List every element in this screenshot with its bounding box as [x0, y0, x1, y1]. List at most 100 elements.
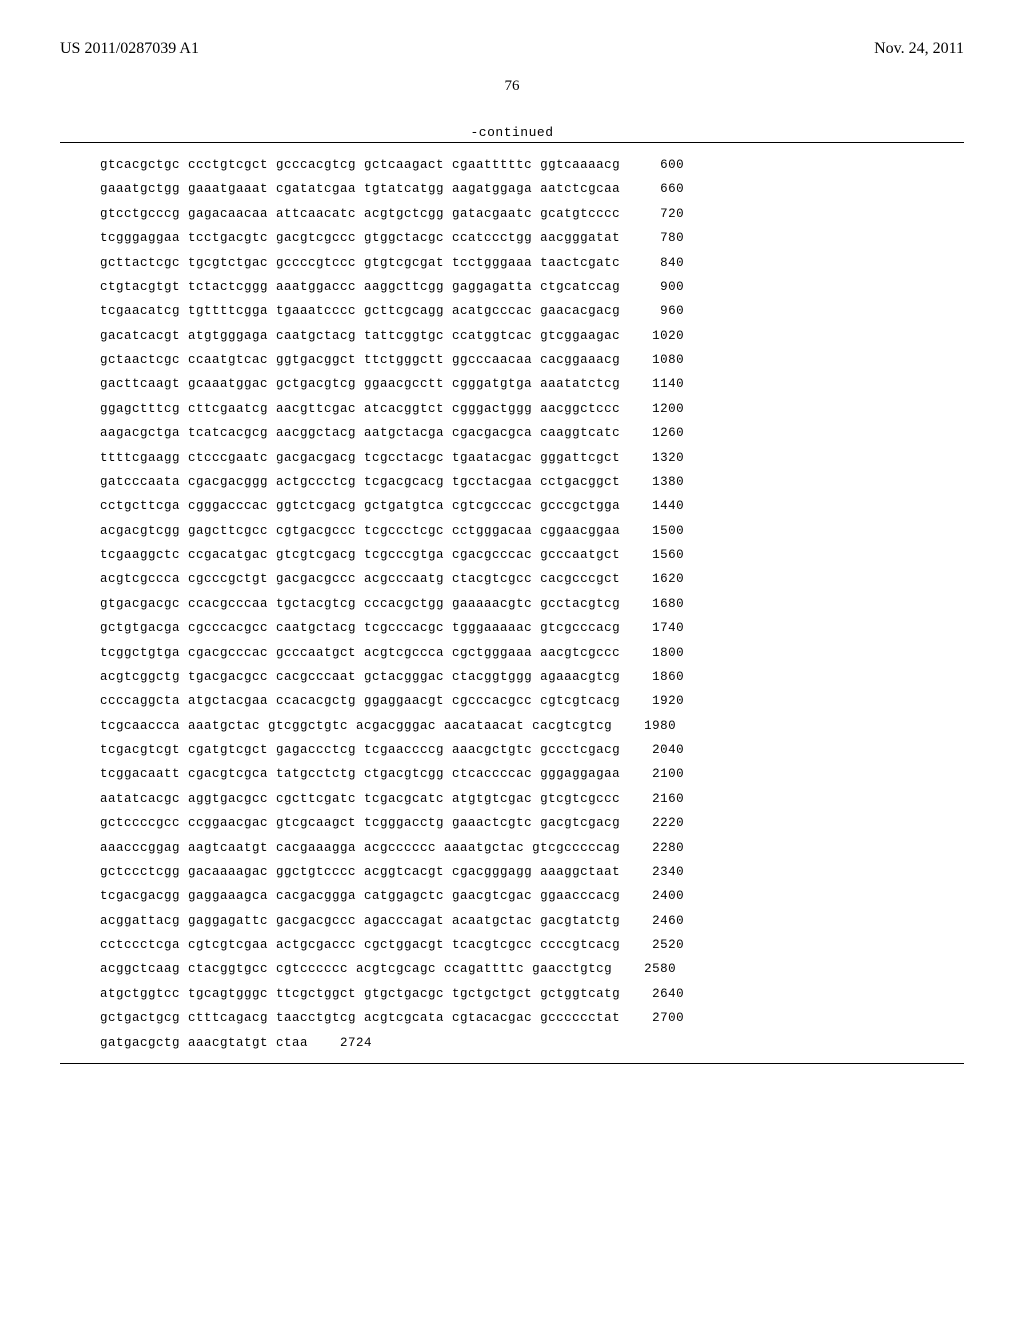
sequence-row: gatgacgctg aaacgtatgt ctaa 2724	[100, 1031, 964, 1055]
sequence-position: 660	[638, 177, 684, 201]
sequence-row: gtgacgacgc ccacgcccaa tgctacgtcg cccacgc…	[100, 592, 964, 616]
sequence-position: 2340	[638, 860, 684, 884]
sequence-rule-top	[60, 142, 964, 143]
sequence-row: gctccctcgg gacaaaagac ggctgtcccc acggtca…	[100, 860, 964, 884]
sequence-text: acgacgtcgg gagcttcgcc cgtgacgccc tcgccct…	[100, 519, 620, 543]
publication-date: Nov. 24, 2011	[874, 40, 964, 58]
sequence-row: aagacgctga tcatcacgcg aacggctacg aatgcta…	[100, 421, 964, 445]
sequence-text: gatcccaata cgacgacggg actgccctcg tcgacgc…	[100, 470, 620, 494]
sequence-position: 1320	[638, 446, 684, 470]
sequence-row: gctgactgcg ctttcagacg taacctgtcg acgtcgc…	[100, 1006, 964, 1030]
sequence-row: gctccccgcc ccggaacgac gtcgcaagct tcgggac…	[100, 811, 964, 835]
sequence-position: 1620	[638, 567, 684, 591]
sequence-text: gctgtgacga cgcccacgcc caatgctacg tcgccca…	[100, 616, 620, 640]
sequence-row: gaaatgctgg gaaatgaaat cgatatcgaa tgtatca…	[100, 177, 964, 201]
sequence-row: atgctggtcc tgcagtgggc ttcgctggct gtgctga…	[100, 982, 964, 1006]
sequence-row: tcggctgtga cgacgcccac gcccaatgct acgtcgc…	[100, 641, 964, 665]
sequence-position: 2460	[638, 909, 684, 933]
sequence-row: gctgtgacga cgcccacgcc caatgctacg tcgccca…	[100, 616, 964, 640]
sequence-position: 1080	[638, 348, 684, 372]
sequence-row: tcggacaatt cgacgtcgca tatgcctctg ctgacgt…	[100, 762, 964, 786]
sequence-row: tcgacgtcgt cgatgtcgct gagaccctcg tcgaacc…	[100, 738, 964, 762]
sequence-row: tcgaaggctc ccgacatgac gtcgtcgacg tcgcccg…	[100, 543, 964, 567]
sequence-text: aagacgctga tcatcacgcg aacggctacg aatgcta…	[100, 421, 620, 445]
sequence-text: aatatcacgc aggtgacgcc cgcttcgatc tcgacgc…	[100, 787, 620, 811]
sequence-position: 1740	[638, 616, 684, 640]
sequence-position: 1800	[638, 641, 684, 665]
sequence-text: ctgtacgtgt tctactcggg aaatggaccc aaggctt…	[100, 275, 620, 299]
sequence-position: 600	[638, 153, 684, 177]
sequence-position: 1440	[638, 494, 684, 518]
sequence-row: cctccctcga cgtcgtcgaa actgcgaccc cgctgga…	[100, 933, 964, 957]
sequence-row: tcgaacatcg tgttttcgga tgaaatcccc gcttcgc…	[100, 299, 964, 323]
sequence-position: 2640	[638, 982, 684, 1006]
sequence-text: cctgcttcga cgggacccac ggtctcgacg gctgatg…	[100, 494, 620, 518]
page-number: 76	[60, 78, 964, 95]
sequence-row: ctgtacgtgt tctactcggg aaatggaccc aaggctt…	[100, 275, 964, 299]
sequence-listing: gtcacgctgc ccctgtcgct gcccacgtcg gctcaag…	[100, 153, 964, 1055]
sequence-text: tcgaaggctc ccgacatgac gtcgtcgacg tcgcccg…	[100, 543, 620, 567]
publication-number: US 2011/0287039 A1	[60, 40, 199, 58]
sequence-position: 840	[638, 251, 684, 275]
sequence-text: acggattacg gaggagattc gacgacgccc agaccca…	[100, 909, 620, 933]
sequence-row: gacttcaagt gcaaatggac gctgacgtcg ggaacgc…	[100, 372, 964, 396]
sequence-row: tcgcaaccca aaatgctac gtcggctgtc acgacggg…	[100, 714, 964, 738]
sequence-position: 2580	[630, 957, 676, 981]
sequence-row: gcttactcgc tgcgtctgac gccccgtccc gtgtcgc…	[100, 251, 964, 275]
sequence-text: gtgacgacgc ccacgcccaa tgctacgtcg cccacgc…	[100, 592, 620, 616]
sequence-row: gacatcacgt atgtgggaga caatgctacg tattcgg…	[100, 324, 964, 348]
sequence-position: 2100	[638, 762, 684, 786]
sequence-position: 1500	[638, 519, 684, 543]
sequence-text: gaaatgctgg gaaatgaaat cgatatcgaa tgtatca…	[100, 177, 620, 201]
sequence-position: 2724	[326, 1031, 372, 1055]
sequence-text: tcggctgtga cgacgcccac gcccaatgct acgtcgc…	[100, 641, 620, 665]
sequence-row: acgtcgccca cgcccgctgt gacgacgccc acgccca…	[100, 567, 964, 591]
sequence-row: gatcccaata cgacgacggg actgccctcg tcgacgc…	[100, 470, 964, 494]
sequence-text: gctccccgcc ccggaacgac gtcgcaagct tcgggac…	[100, 811, 620, 835]
sequence-position: 1560	[638, 543, 684, 567]
sequence-row: ggagctttcg cttcgaatcg aacgttcgac atcacgg…	[100, 397, 964, 421]
sequence-row: acggctcaag ctacggtgcc cgtcccccc acgtcgca…	[100, 957, 964, 981]
sequence-position: 1680	[638, 592, 684, 616]
sequence-position: 1200	[638, 397, 684, 421]
sequence-text: gtcacgctgc ccctgtcgct gcccacgtcg gctcaag…	[100, 153, 620, 177]
sequence-position: 1380	[638, 470, 684, 494]
sequence-row: gctaactcgc ccaatgtcac ggtgacggct ttctggg…	[100, 348, 964, 372]
sequence-row: ttttcgaagg ctcccgaatc gacgacgacg tcgccta…	[100, 446, 964, 470]
sequence-text: gctgactgcg ctttcagacg taacctgtcg acgtcgc…	[100, 1006, 620, 1030]
sequence-row: cctgcttcga cgggacccac ggtctcgacg gctgatg…	[100, 494, 964, 518]
sequence-text: gcttactcgc tgcgtctgac gccccgtccc gtgtcgc…	[100, 251, 620, 275]
sequence-position: 2400	[638, 884, 684, 908]
sequence-position: 900	[638, 275, 684, 299]
sequence-text: atgctggtcc tgcagtgggc ttcgctggct gtgctga…	[100, 982, 620, 1006]
sequence-text: tcgacgacgg gaggaaagca cacgacggga catggag…	[100, 884, 620, 908]
sequence-row: acgtcggctg tgacgacgcc cacgcccaat gctacgg…	[100, 665, 964, 689]
sequence-position: 1260	[638, 421, 684, 445]
sequence-row: gtcacgctgc ccctgtcgct gcccacgtcg gctcaag…	[100, 153, 964, 177]
sequence-position: 1020	[638, 324, 684, 348]
sequence-text: acggctcaag ctacggtgcc cgtcccccc acgtcgca…	[100, 957, 612, 981]
sequence-row: acggattacg gaggagattc gacgacgccc agaccca…	[100, 909, 964, 933]
sequence-position: 720	[638, 202, 684, 226]
sequence-text: gctaactcgc ccaatgtcac ggtgacggct ttctggg…	[100, 348, 620, 372]
sequence-row: tcgggaggaa tcctgacgtc gacgtcgccc gtggcta…	[100, 226, 964, 250]
sequence-text: cctccctcga cgtcgtcgaa actgcgaccc cgctgga…	[100, 933, 620, 957]
sequence-text: tcgaacatcg tgttttcgga tgaaatcccc gcttcgc…	[100, 299, 620, 323]
sequence-text: ttttcgaagg ctcccgaatc gacgacgacg tcgccta…	[100, 446, 620, 470]
sequence-text: tcgacgtcgt cgatgtcgct gagaccctcg tcgaacc…	[100, 738, 620, 762]
sequence-position: 2700	[638, 1006, 684, 1030]
sequence-text: gacttcaagt gcaaatggac gctgacgtcg ggaacgc…	[100, 372, 620, 396]
sequence-position: 2280	[638, 836, 684, 860]
sequence-text: ggagctttcg cttcgaatcg aacgttcgac atcacgg…	[100, 397, 620, 421]
sequence-text: tcggacaatt cgacgtcgca tatgcctctg ctgacgt…	[100, 762, 620, 786]
sequence-text: gatgacgctg aaacgtatgt ctaa	[100, 1031, 308, 1055]
sequence-row: acgacgtcgg gagcttcgcc cgtgacgccc tcgccct…	[100, 519, 964, 543]
sequence-position: 780	[638, 226, 684, 250]
sequence-position: 1980	[630, 714, 676, 738]
sequence-row: gtcctgcccg gagacaacaa attcaacatc acgtgct…	[100, 202, 964, 226]
sequence-position: 2040	[638, 738, 684, 762]
sequence-row: aaacccggag aagtcaatgt cacgaaagga acgcccc…	[100, 836, 964, 860]
sequence-rule-bottom	[60, 1063, 964, 1064]
sequence-position: 2520	[638, 933, 684, 957]
sequence-text: acgtcgccca cgcccgctgt gacgacgccc acgccca…	[100, 567, 620, 591]
